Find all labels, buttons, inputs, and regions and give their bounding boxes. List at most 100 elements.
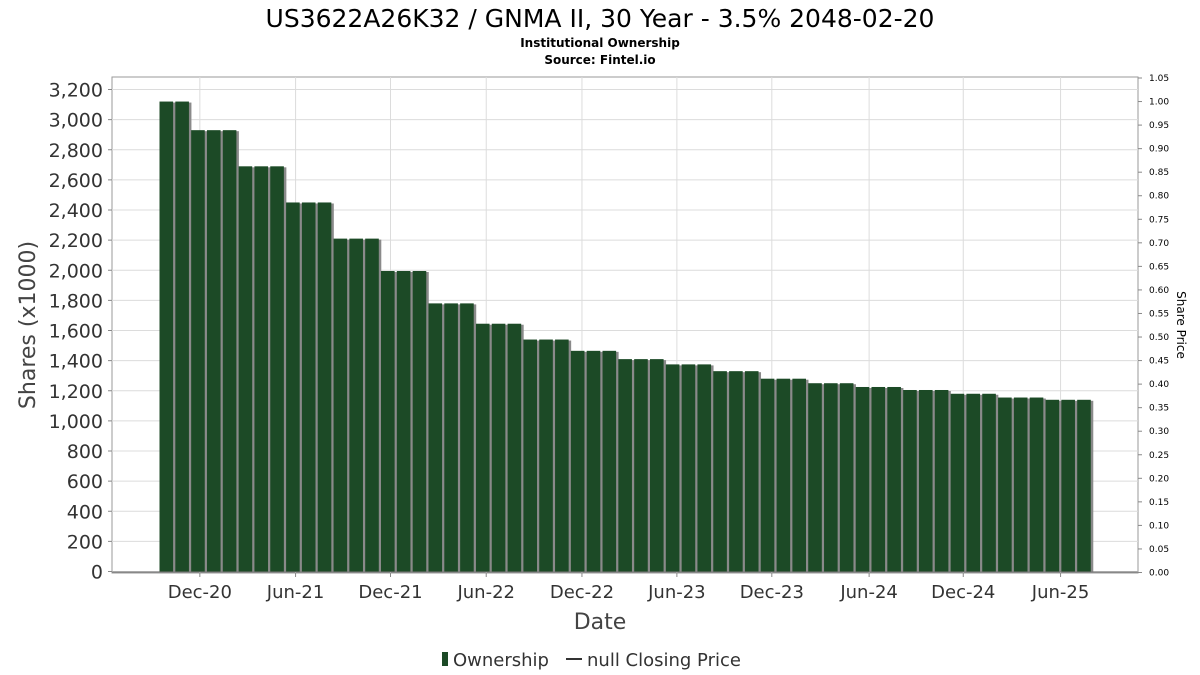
bar-ownership xyxy=(286,202,300,572)
bar-ownership xyxy=(254,166,269,572)
bar-ownership xyxy=(270,166,284,572)
bar-ownership xyxy=(903,389,917,572)
y-tick-label: 2,600 xyxy=(49,170,103,192)
bar-ownership xyxy=(507,323,522,572)
y-tick-label: 200 xyxy=(67,531,103,553)
bar-ownership xyxy=(1061,399,1075,572)
y2-tick-label: 0.45 xyxy=(1149,357,1169,367)
legend-label-closing-price: null Closing Price xyxy=(587,650,741,671)
x-tick-label: Jun-22 xyxy=(456,582,515,603)
y2-tick-label: 0.20 xyxy=(1149,474,1169,484)
bar-ownership xyxy=(475,323,490,572)
y-tick-label: 3,000 xyxy=(49,110,103,132)
bar-ownership xyxy=(175,101,189,572)
bar-ownership xyxy=(634,359,648,572)
y-axis-label: Shares (x1000) xyxy=(16,241,41,409)
x-axis-ticks: Dec-20 Jun-21 Dec-21 Jun-22 Dec-22 Jun-23 Dec-… xyxy=(112,571,1138,603)
bar-ownership xyxy=(681,364,696,572)
y-tick-label: 1,000 xyxy=(49,411,103,433)
y-axis-ticks: 0 200 400 600 800 1,000 1,200 1,400 1,600 1,800 2,… xyxy=(49,80,112,584)
bar-ownership xyxy=(444,303,458,572)
bar-ownership xyxy=(934,389,949,572)
y-tick-label: 600 xyxy=(67,471,103,493)
bar-ownership xyxy=(539,339,553,572)
y2-tick-label: 0.00 xyxy=(1149,569,1169,579)
bar-ownership xyxy=(222,130,237,572)
bar-ownership xyxy=(396,271,411,572)
y2-tick-label: 0.90 xyxy=(1149,145,1169,155)
y2-tick-label: 0.10 xyxy=(1149,521,1169,531)
y-tick-label: 2,400 xyxy=(49,200,103,222)
bar-ownership xyxy=(523,339,538,572)
bar-ownership xyxy=(697,364,712,572)
y2-tick-label: 0.70 xyxy=(1149,239,1169,249)
y2-tick-label: 1.00 xyxy=(1149,98,1169,108)
y2-tick-label: 0.25 xyxy=(1149,451,1169,461)
y-tick-label: 400 xyxy=(67,501,103,523)
bar-ownership xyxy=(333,238,348,572)
bar-ownership xyxy=(792,378,806,572)
y-tick-label: 1,600 xyxy=(49,321,103,343)
bar-ownership xyxy=(586,350,601,572)
bar-ownership xyxy=(729,371,743,572)
bar-ownership xyxy=(412,271,427,572)
bar-ownership xyxy=(317,202,332,572)
chart-subtitle-line-2: Source: Fintel.io xyxy=(544,53,655,67)
bar-ownership xyxy=(570,350,585,572)
y2-tick-label: 0.05 xyxy=(1149,545,1169,555)
bar-ownership xyxy=(191,130,205,572)
bar-series-ownership xyxy=(159,101,1094,572)
bar-ownership xyxy=(871,386,886,572)
y-tick-label: 1,800 xyxy=(49,290,103,312)
x-tick-label: Jun-24 xyxy=(839,582,898,603)
bar-ownership xyxy=(776,378,791,572)
legend-swatch-ownership xyxy=(442,652,448,666)
bar-ownership xyxy=(982,393,996,572)
bar-ownership xyxy=(460,303,474,572)
bar-ownership xyxy=(428,303,443,572)
bar-ownership xyxy=(744,371,759,572)
y-tick-label: 800 xyxy=(67,441,103,463)
x-axis-label: Date xyxy=(574,610,627,635)
bar-ownership xyxy=(760,378,775,572)
y-tick-label: 3,200 xyxy=(49,80,103,102)
y-tick-label: 1,400 xyxy=(49,351,103,373)
x-tick-label: Dec-22 xyxy=(550,582,614,603)
y2-tick-label: 0.80 xyxy=(1149,192,1169,202)
y-tick-label: 1,200 xyxy=(49,381,103,403)
bar-ownership xyxy=(966,393,981,572)
y-tick-label: 2,800 xyxy=(49,140,103,162)
x-tick-label: Jun-21 xyxy=(266,582,325,603)
chart-title: US3622A26K32 / GNMA II, 30 Year - 3.5% 2… xyxy=(266,4,935,33)
bar-ownership xyxy=(839,383,854,572)
bar-ownership xyxy=(381,271,395,572)
x-tick-label: Dec-23 xyxy=(740,582,804,603)
x-tick-label: Dec-21 xyxy=(358,582,422,603)
bar-ownership xyxy=(918,389,933,572)
bar-ownership xyxy=(998,397,1012,572)
y2-tick-label: 1.05 xyxy=(1149,74,1169,84)
bar-ownership xyxy=(1029,397,1044,572)
x-tick-label: Dec-24 xyxy=(931,582,995,603)
y2-axis-ticks: 0.00 0.05 0.10 0.15 0.20 0.25 0.30 0.35 0.40 0.45… xyxy=(1138,74,1169,579)
bar-ownership xyxy=(665,364,680,572)
bar-ownership xyxy=(855,386,870,572)
y2-tick-label: 0.35 xyxy=(1149,404,1169,414)
bar-ownership xyxy=(159,101,174,572)
bar-ownership xyxy=(713,371,727,572)
y2-tick-label: 0.55 xyxy=(1149,309,1169,319)
y2-tick-label: 0.40 xyxy=(1149,380,1169,390)
bar-ownership xyxy=(365,238,379,572)
bar-ownership xyxy=(238,166,253,572)
y-tick-label: 2,200 xyxy=(49,230,103,252)
y-tick-label: 2,000 xyxy=(49,260,103,282)
bar-ownership xyxy=(618,359,632,572)
bar-ownership xyxy=(887,386,901,572)
y2-tick-label: 0.75 xyxy=(1149,215,1169,225)
x-tick-label: Dec-20 xyxy=(168,582,232,603)
bar-ownership xyxy=(349,238,363,572)
y2-tick-label: 0.50 xyxy=(1149,333,1169,343)
bar-ownership xyxy=(555,339,569,572)
